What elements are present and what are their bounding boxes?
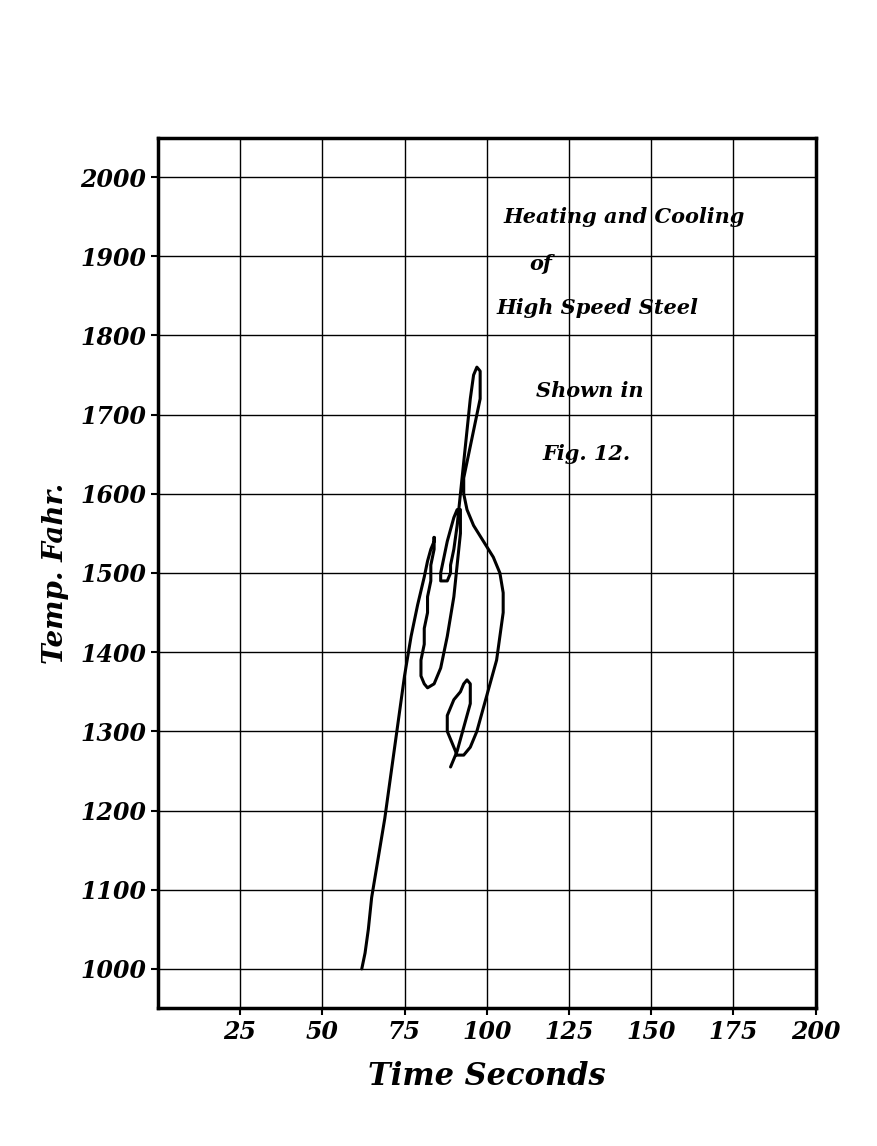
Text: Shown in: Shown in <box>536 380 644 401</box>
Text: Heating and Cooling: Heating and Cooling <box>503 206 745 227</box>
X-axis label: Time Seconds: Time Seconds <box>368 1061 605 1092</box>
Y-axis label: Temp. Fahr.: Temp. Fahr. <box>42 482 69 664</box>
Text: Fig. 12.: Fig. 12. <box>543 445 631 464</box>
Text: High Speed Steel: High Speed Steel <box>496 298 698 317</box>
Text: of: of <box>530 254 553 274</box>
